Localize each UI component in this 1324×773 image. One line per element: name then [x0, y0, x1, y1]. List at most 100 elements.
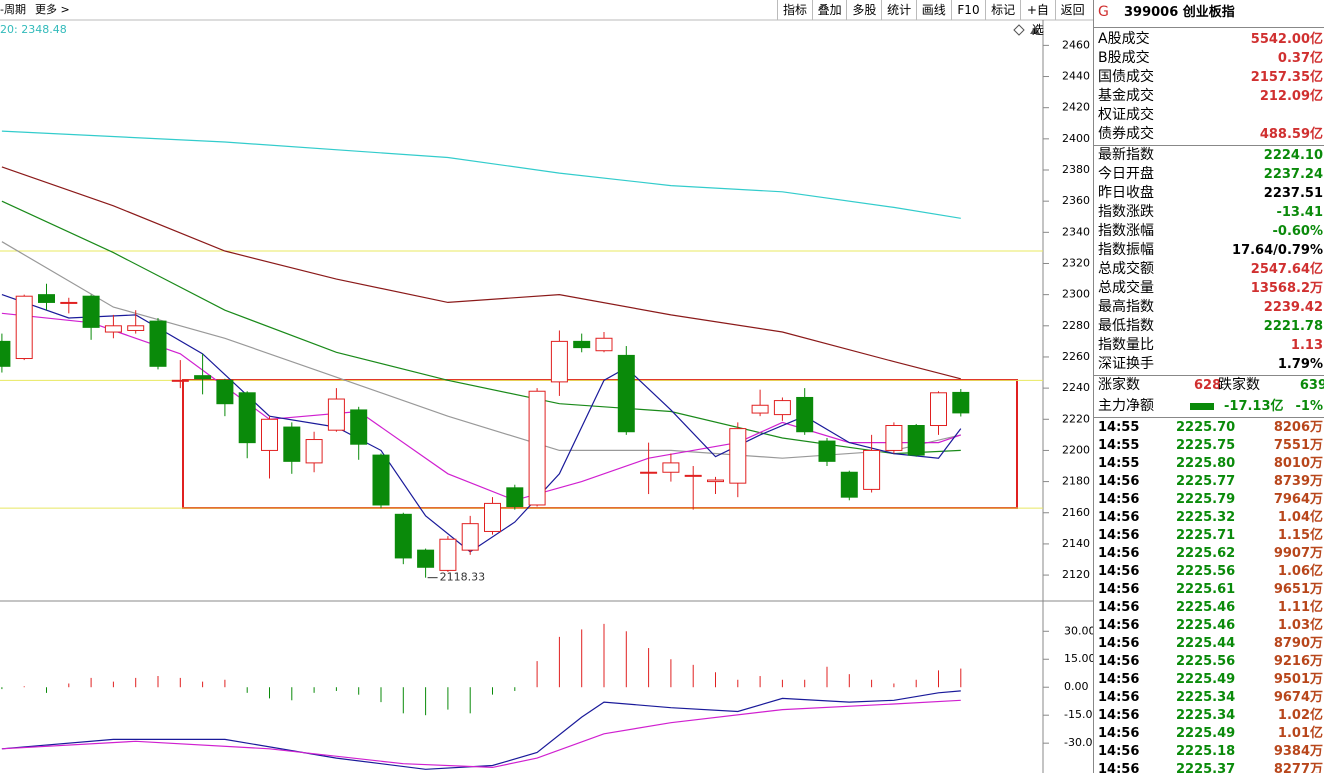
- trade-time: 14:56: [1098, 744, 1140, 759]
- candle-body: [840, 471, 858, 498]
- toolbar-button[interactable]: 多股: [846, 0, 881, 20]
- icon[interactable]: [1030, 26, 1040, 34]
- dif-line: [1, 690, 961, 770]
- candle-body: [930, 392, 947, 427]
- trade-time: 14:56: [1098, 528, 1140, 543]
- trade-row: 14:56 2225.34 1.02亿: [1098, 707, 1323, 725]
- candle-body: [885, 425, 903, 451]
- row-label: 指数涨幅: [1098, 223, 1154, 239]
- trade-time: 14:56: [1098, 618, 1140, 633]
- quote-row: 指数涨跌 -13.41: [1098, 203, 1323, 222]
- candle-body: [283, 426, 301, 462]
- row-value: 488.59亿: [1259, 127, 1323, 142]
- quote-title: 399006 创业板指: [1124, 5, 1235, 20]
- trade-price: 2225.61: [1176, 582, 1236, 597]
- candle-body: [194, 375, 212, 380]
- candle-body: [305, 439, 323, 464]
- chart: -周期 更多 > 20: 2348.48 2460 2440 2420 2400 238…: [0, 2, 1093, 773]
- toolbar-button[interactable]: 叠加: [811, 0, 847, 20]
- toolbar-button[interactable]: F10: [950, 0, 986, 20]
- row-label: 权证成交: [1098, 107, 1154, 123]
- trade-row: 14:56 2225.18 9384万: [1098, 743, 1323, 761]
- trade-row: 14:56 2225.79 7964万: [1098, 491, 1323, 509]
- quote-row: A股成交 5542.00亿: [1098, 30, 1323, 49]
- quote-row: 指数涨幅 -0.60%: [1098, 222, 1323, 241]
- trade-volume: 9384万: [1273, 744, 1323, 759]
- row-value: 2237.24: [1263, 167, 1323, 182]
- trade-volume: 8790万: [1273, 636, 1323, 651]
- toolbar-button[interactable]: 画线: [915, 0, 951, 20]
- up-label: 涨家数: [1098, 377, 1140, 393]
- trade-time: 14:55: [1098, 438, 1140, 453]
- y-tick-label: 2440: [1062, 70, 1090, 83]
- candle-body: [171, 379, 189, 382]
- trade-time: 14:56: [1098, 726, 1140, 741]
- row-label: 最新指数: [1098, 147, 1154, 163]
- candle-body: [104, 325, 122, 333]
- candle-body: [82, 295, 100, 328]
- period-button[interactable]: -周期: [0, 3, 26, 16]
- flow-pct: -1%: [1295, 399, 1323, 414]
- row-label: 基金成交: [1098, 88, 1154, 104]
- toolbar-button[interactable]: +自选: [1019, 0, 1055, 37]
- quote-row: 基金成交 212.09亿: [1098, 87, 1323, 106]
- trade-volume: 9907万: [1273, 546, 1323, 561]
- dea-line: [1, 699, 961, 769]
- y-tick-label: 2180: [1062, 475, 1090, 488]
- candle-body: [662, 462, 680, 473]
- candle-body: [216, 379, 234, 405]
- y-tick-label: 0.00: [1064, 680, 1089, 693]
- trade-time: 14:56: [1098, 654, 1140, 669]
- trade-row: 14:56 2225.56 1.06亿: [1098, 563, 1323, 581]
- candle-body: [640, 471, 658, 474]
- toolbar-button[interactable]: 统计: [881, 0, 916, 20]
- row-value: 2547.64亿: [1250, 262, 1323, 277]
- quote-row: 最高指数 2239.42: [1098, 298, 1323, 317]
- trade-row: 14:56 2225.34 9674万: [1098, 689, 1323, 707]
- toolbar-button[interactable]: 标记: [985, 0, 1020, 20]
- trade-volume: 9501万: [1273, 672, 1323, 687]
- candle-body: [238, 392, 256, 444]
- quote-row: 昨日收盘 2237.51: [1098, 184, 1323, 203]
- icon[interactable]: [1013, 24, 1025, 36]
- trade-volume: 7551万: [1273, 438, 1323, 453]
- trade-time: 14:55: [1098, 456, 1140, 471]
- quote-row: 今日开盘 2237.24: [1098, 165, 1323, 184]
- separator: [1094, 27, 1324, 28]
- row-label: 国债成交: [1098, 69, 1154, 85]
- row-label: B股成交: [1098, 50, 1150, 66]
- y-tick-label: 2380: [1062, 163, 1090, 176]
- trade-volume: 9216万: [1273, 654, 1323, 669]
- trade-row: 14:56 2225.49 9501万: [1098, 671, 1323, 689]
- trade-price: 2225.34: [1176, 690, 1236, 705]
- quote-row: 总成交量 13568.2万: [1098, 279, 1323, 298]
- y-tick-label: 2320: [1062, 256, 1090, 269]
- trade-time: 14:56: [1098, 510, 1140, 525]
- flow-label: 主力净额: [1098, 398, 1154, 414]
- trade-price: 2225.46: [1176, 618, 1236, 633]
- trade-price: 2225.37: [1176, 762, 1236, 773]
- candle-body: [796, 396, 814, 433]
- ma-line: [1, 312, 961, 501]
- candle-body: [417, 549, 435, 568]
- y-tick-label: 2420: [1062, 101, 1090, 114]
- trade-volume: 1.15亿: [1277, 528, 1323, 543]
- trade-row: 14:56 2225.49 1.01亿: [1098, 725, 1323, 743]
- candle-body: [528, 390, 546, 506]
- trade-volume: 8739万: [1273, 474, 1323, 489]
- trade-time: 14:56: [1098, 708, 1140, 723]
- candle-body: [350, 409, 368, 445]
- candle-body: [818, 440, 836, 462]
- more-button[interactable]: 更多 >: [35, 2, 70, 16]
- y-tick-label: 2300: [1062, 288, 1090, 301]
- candle-body: [550, 340, 568, 383]
- flag: G: [1098, 4, 1109, 20]
- trade-price: 2225.49: [1176, 726, 1236, 741]
- toolbar-button[interactable]: 指标: [777, 0, 812, 20]
- trade-time: 14:56: [1098, 492, 1140, 507]
- quote-row: 总成交额 2547.64亿: [1098, 260, 1323, 279]
- row-value: 2224.10: [1263, 148, 1323, 163]
- toolbar-button[interactable]: 返回: [1054, 0, 1090, 20]
- row-value: 0.37亿: [1277, 51, 1323, 66]
